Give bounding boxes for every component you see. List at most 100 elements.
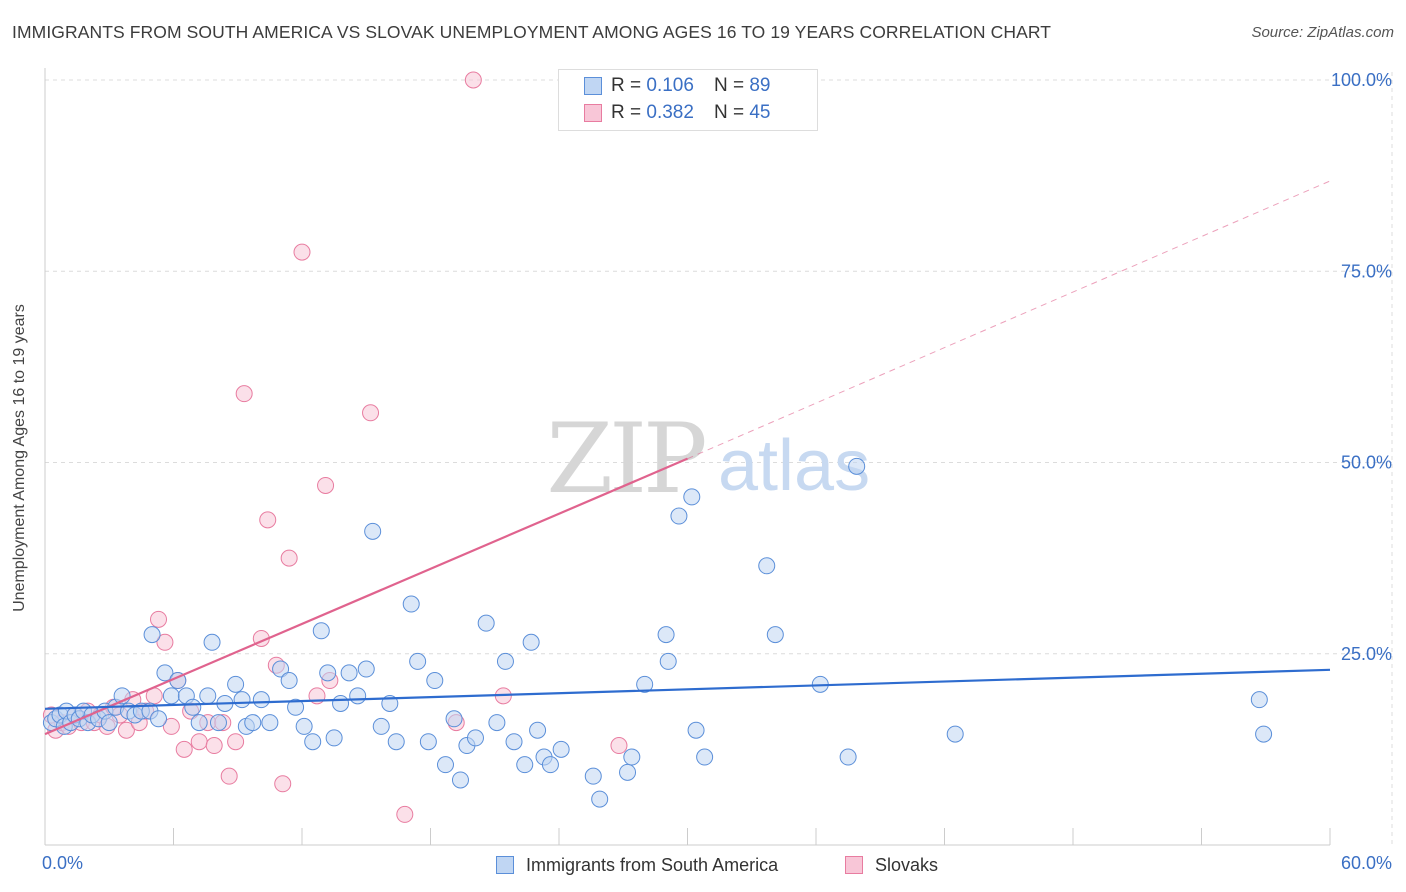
south-america-point: [505, 733, 523, 751]
south-america-point: [143, 626, 161, 644]
x-tick-label: 60.0%: [1341, 853, 1392, 873]
south-america-point: [529, 721, 547, 739]
south-america-point: [332, 694, 350, 712]
south-america-point: [244, 714, 262, 732]
south-america-point: [436, 756, 454, 774]
legend-r-value: 0.106: [646, 75, 694, 96]
south-america-point: [372, 717, 390, 735]
slovaks-point: [220, 767, 238, 785]
south-america-point: [209, 714, 227, 732]
slovaks-point: [274, 775, 292, 793]
legend-r-label: R =: [611, 102, 642, 123]
south-america-point: [636, 675, 654, 693]
south-america-point: [387, 733, 405, 751]
legend-n-value: 45: [749, 102, 771, 123]
south-america-point: [488, 714, 506, 732]
south-america-point: [477, 614, 495, 632]
tick-labels: 25.0% 50.0% 75.0% 100.0% 0.0% 60.0%: [42, 70, 1392, 873]
slovaks-trend-line: [44, 457, 688, 736]
south-america-point: [287, 698, 305, 716]
south-america-point: [683, 488, 701, 506]
south-america-point: [839, 748, 857, 766]
slovaks-point: [205, 737, 223, 755]
bottom-legend-label: Immigrants from South America: [526, 854, 779, 875]
slovaks-point: [464, 71, 482, 89]
south-america-point: [496, 652, 514, 670]
south-america-point: [184, 698, 202, 716]
slovaks-point: [280, 549, 298, 567]
south-america-point: [340, 664, 358, 682]
trend-lines: [44, 180, 1331, 736]
bottom-legend-swatch-pink: [845, 856, 863, 874]
south-america-point: [591, 790, 609, 808]
south-america-point: [445, 710, 463, 728]
south-america-point: [349, 687, 367, 705]
south-america-point: [227, 675, 245, 693]
bottom-legend-south-america: Immigrants from South America: [496, 853, 778, 877]
south-america-point: [541, 756, 559, 774]
legend-n-label: N =: [713, 75, 745, 96]
south-america-point: [280, 672, 298, 690]
south-america-point: [252, 691, 270, 709]
bottom-legend-swatch-blue: [496, 856, 514, 874]
south-america-point: [203, 633, 221, 651]
legend-r-value: 0.382: [646, 102, 694, 123]
south-america-point: [670, 507, 688, 525]
y-tick-label: 50.0%: [1341, 453, 1392, 473]
slovaks-point: [117, 721, 135, 739]
south-america-point: [261, 714, 279, 732]
south-america-point: [233, 691, 251, 709]
slovaks-point: [317, 476, 335, 494]
slovaks-point: [396, 805, 414, 823]
south-america-point: [619, 763, 637, 781]
south-america-point: [848, 457, 866, 475]
south-america-point: [696, 748, 714, 766]
y-tick-label: 25.0%: [1341, 644, 1392, 664]
slovaks-point: [259, 511, 277, 529]
south-america-point: [584, 767, 602, 785]
series-south-america-points: [42, 457, 1273, 808]
legend-r-label: R =: [611, 75, 642, 96]
slovaks-point: [362, 404, 380, 422]
south-america-point: [357, 660, 375, 678]
bottom-legend-label: Slovaks: [875, 854, 939, 875]
south-america-point: [1250, 691, 1268, 709]
slovaks-point: [610, 737, 628, 755]
south-america-point: [199, 687, 217, 705]
south-america-point: [319, 664, 337, 682]
slovaks-point: [227, 733, 245, 751]
legend-n-label: N =: [713, 102, 745, 123]
legend-n-value: 89: [749, 75, 771, 96]
south-america-point: [766, 626, 784, 644]
south-america-point: [409, 652, 427, 670]
south-america-point: [687, 721, 705, 739]
slovaks-point: [190, 733, 208, 751]
legend-row-south-america: R = 0.106 N = 89: [584, 73, 771, 99]
y-tick-label: 75.0%: [1341, 261, 1392, 281]
south-america-point: [150, 710, 168, 728]
slovaks-point: [156, 633, 174, 651]
south-america-point: [190, 714, 208, 732]
south-america-point: [325, 729, 343, 747]
south-america-point: [657, 626, 675, 644]
south-america-point: [272, 660, 290, 678]
south-america-point: [659, 652, 677, 670]
south-america-point: [426, 672, 444, 690]
slovaks-trend-extension: [687, 180, 1331, 460]
south-america-point: [552, 740, 570, 758]
south-america-point: [466, 729, 484, 747]
legend-swatch-blue: [584, 77, 602, 95]
south-america-point: [156, 664, 174, 682]
south-america-trend-line: [44, 668, 1331, 710]
watermark-zip: ZIP: [546, 403, 705, 515]
watermark-atlas: atlas: [718, 426, 870, 506]
legend-row-slovaks: R = 0.382 N = 45: [584, 100, 771, 126]
south-america-point: [758, 557, 776, 575]
south-america-point: [162, 687, 180, 705]
south-america-point: [516, 756, 534, 774]
slovaks-point: [162, 717, 180, 735]
legend-swatch-pink: [584, 104, 602, 122]
south-america-point: [623, 748, 641, 766]
south-america-point: [1255, 725, 1273, 743]
